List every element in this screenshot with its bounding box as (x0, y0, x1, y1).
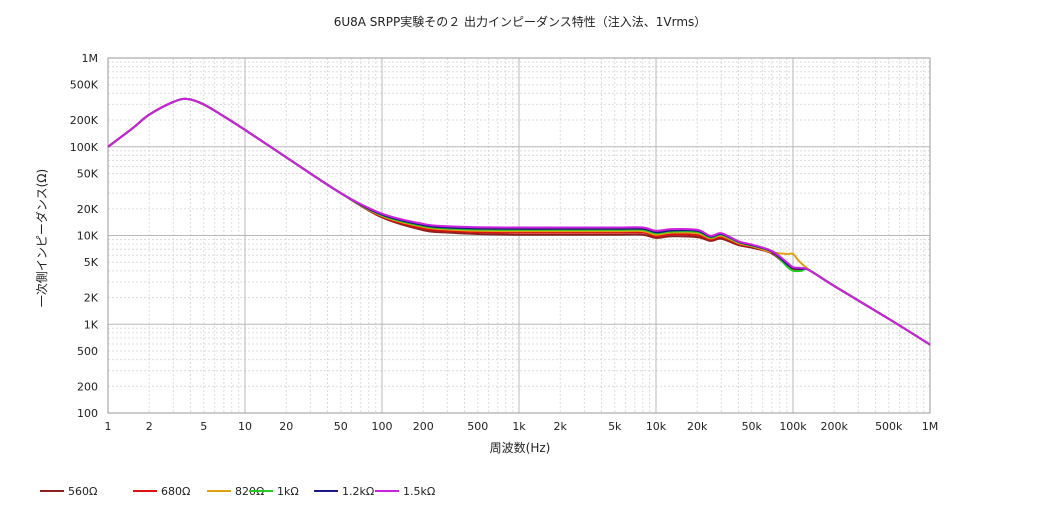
y-tick-label: 500 (77, 345, 98, 358)
x-tick-label: 100k (779, 420, 807, 433)
x-tick-label: 1M (922, 420, 939, 433)
x-tick-labels: 1 2 5 10 20 50 100 200 500 1k 2k 5k 10k 20k 50k 100k 200… (105, 420, 939, 433)
y-tick-label: 20K (77, 203, 99, 216)
y-tick-label: 1K (84, 318, 99, 331)
x-tick-label: 2k (554, 420, 568, 433)
x-tick-label: 1 (105, 420, 112, 433)
x-tick-label: 100 (372, 420, 393, 433)
legend-label: 1.2kΩ (342, 485, 374, 498)
y-axis-label: 一次側インピーダンス(Ω) (34, 169, 49, 307)
y-tick-label: 100 (77, 407, 98, 420)
x-tick-label: 10 (238, 420, 252, 433)
y-tick-label: 50K (77, 167, 99, 180)
x-tick-label: 50 (334, 420, 348, 433)
plot-border (107, 57, 931, 414)
legend: 560Ω 680Ω 820Ω 1kΩ 1.2kΩ 1.5kΩ (40, 485, 435, 498)
y-tick-label: 10K (77, 230, 99, 243)
x-tick-label: 2 (146, 420, 153, 433)
x-tick-label: 5k (608, 420, 622, 433)
y-tick-label: 200K (70, 114, 99, 127)
legend-label: 1.5kΩ (403, 485, 435, 498)
x-tick-label: 1k (512, 420, 526, 433)
series-line (107, 97, 931, 346)
y-tick-labels: 100 200 500 1K 2K 5K 10K 20K 50K 100K 200K 500K 1M (70, 52, 99, 420)
y-tick-label: 500K (70, 79, 99, 92)
y-tick-label: 5K (84, 256, 99, 269)
x-tick-label: 50k (742, 420, 763, 433)
legend-label: 1kΩ (277, 485, 299, 498)
y-tick-label: 1M (82, 52, 99, 65)
y-tick-label: 100K (70, 141, 99, 154)
legend-label: 560Ω (68, 485, 97, 498)
series-layer (107, 97, 931, 346)
x-tick-label: 20 (279, 420, 293, 433)
x-tick-label: 5 (200, 420, 207, 433)
chart-title: 6U8A SRPP実験その２ 出力インピーダンス特性（注入法、1Vrms） (334, 14, 707, 29)
x-tick-label: 20k (687, 420, 708, 433)
legend-label: 680Ω (161, 485, 190, 498)
x-tick-label: 500 (467, 420, 488, 433)
x-tick-label: 500k (875, 420, 903, 433)
x-tick-label: 200 (413, 420, 434, 433)
x-axis-label: 周波数(Hz) (490, 440, 551, 455)
x-tick-label: 10k (646, 420, 667, 433)
x-tick-label: 200k (821, 420, 849, 433)
y-tick-label: 200 (77, 380, 98, 393)
y-tick-label: 2K (84, 292, 99, 305)
